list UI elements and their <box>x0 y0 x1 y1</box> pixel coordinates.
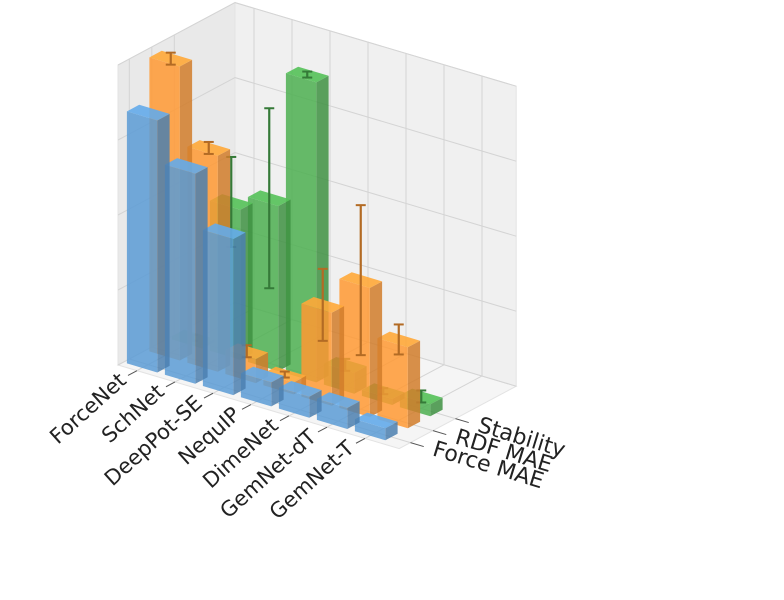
bar-rdf-mae <box>301 267 345 406</box>
bar-force-mae <box>354 412 398 441</box>
bar-top <box>240 366 284 383</box>
bar-force-mae <box>240 366 284 407</box>
bar-front <box>278 387 310 418</box>
bar-front <box>377 338 408 429</box>
bar-front <box>164 164 196 384</box>
y-tick <box>410 442 424 448</box>
bar-force-mae <box>202 223 246 396</box>
bar-front <box>301 303 332 406</box>
bar-front <box>202 230 234 396</box>
bar-side <box>385 421 398 441</box>
bar-side <box>233 232 246 396</box>
bar-force-mae <box>316 392 360 429</box>
bar-top <box>354 412 398 429</box>
bar-rdf-mae <box>339 204 383 417</box>
bar-side <box>331 306 345 406</box>
x-tick <box>317 426 328 433</box>
bar-force-mae <box>278 381 322 418</box>
bar-top <box>202 223 246 240</box>
bar-top <box>164 158 208 174</box>
bar-top <box>126 104 170 121</box>
bar-side <box>157 113 170 373</box>
bar-side <box>278 199 291 372</box>
bar-front <box>354 419 386 441</box>
z-gridline <box>117 2 517 87</box>
bar-side <box>271 375 284 407</box>
x-tick <box>279 415 290 422</box>
bar-side <box>309 390 322 418</box>
bar-stability <box>247 107 291 372</box>
bar-front <box>126 111 158 373</box>
bars <box>126 50 443 441</box>
y-tick <box>432 430 447 436</box>
x-tick <box>203 392 214 399</box>
x-tick <box>127 370 138 376</box>
bar-front <box>247 197 279 372</box>
bar-side <box>347 401 360 429</box>
x-tick <box>241 404 252 410</box>
bar-front <box>240 373 272 407</box>
bar-side <box>369 281 383 417</box>
bar-rdf-mae <box>377 323 421 429</box>
bar-front <box>316 398 348 429</box>
bar-side <box>195 167 208 384</box>
x-tick <box>165 381 176 388</box>
bar-top <box>278 381 322 397</box>
y-tick <box>455 418 469 424</box>
x-tick <box>355 438 366 444</box>
bar-side <box>407 340 421 429</box>
bar-force-mae <box>126 104 170 373</box>
bar-top <box>316 392 360 408</box>
bar-force-mae <box>164 158 208 384</box>
bar-front <box>339 278 370 417</box>
bar-side <box>430 397 443 417</box>
